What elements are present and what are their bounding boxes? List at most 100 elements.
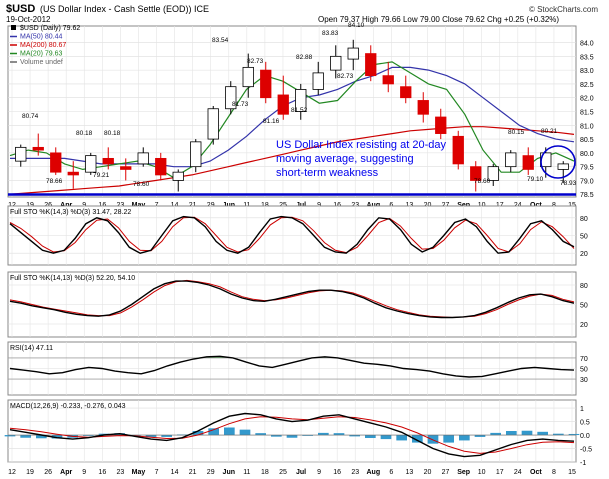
annotation-line: short-term weakness xyxy=(276,167,379,179)
price-y-tick-label: 79.0 xyxy=(580,178,594,185)
bottom-x-tick-label: 29 xyxy=(207,469,215,476)
macd-panel: -1 -0.5 0.0 0.5 1 MACD(12,26,9) -0.233, -0.27… xyxy=(4,399,592,467)
candle-body xyxy=(312,72,324,90)
bottom-date-axis: 12 19 26 Apr 9 16 23 May 7 14 21 29 Jun 11 18 25 Jul 9 16 2… xyxy=(8,469,576,476)
sto1-title: Full STO %K(14,3) %D(3) 31.47, 28.22 xyxy=(10,209,131,216)
candle-body xyxy=(452,135,464,165)
chart-date: 19-Oct-2012 xyxy=(6,15,51,24)
rsi-y-tick-label: 50 xyxy=(580,367,588,374)
macd-histogram-bar xyxy=(552,433,564,436)
bottom-x-tick-label: 17 xyxy=(496,469,504,476)
bottom-x-tick-label: 24 xyxy=(514,469,522,476)
bottom-x-tick-label: Sep xyxy=(457,469,470,476)
candle-body xyxy=(400,86,412,99)
macd-y-tick-label: 0.5 xyxy=(580,420,590,427)
macd-histogram-bar xyxy=(490,432,502,436)
candle-body xyxy=(417,100,429,115)
sto1-y-tick-label: 80 xyxy=(580,216,588,223)
price-y-tick-label: 83.0 xyxy=(580,68,594,75)
price-label: 81.16 xyxy=(263,118,280,125)
candle-body xyxy=(207,108,219,140)
highlight-circle xyxy=(540,145,576,179)
bottom-x-tick-label: Oct xyxy=(530,469,542,476)
macd-histogram-bar xyxy=(82,435,94,436)
bottom-x-tick-label: 9 xyxy=(317,469,321,476)
price-y-tick-label: 81.5 xyxy=(580,110,594,117)
bottom-x-tick-label: May xyxy=(132,469,146,476)
ma20-line xyxy=(9,61,575,179)
bottom-x-tick-label: 18 xyxy=(261,469,269,476)
bottom-x-tick-label: 16 xyxy=(98,469,106,476)
legend-marker-square xyxy=(11,25,16,30)
ma200-line xyxy=(9,126,575,195)
price-panel: 78.5 79.0 79.5 80.0 80.5 81.0 81.5 82.0 82.5 83.0… xyxy=(7,22,594,209)
bottom-x-tick-label: 6 xyxy=(389,469,393,476)
candle-body xyxy=(347,47,359,60)
macd-histogram-bar xyxy=(4,435,16,437)
macd-histogram-bar xyxy=(239,429,251,436)
sto1-y-tick-label: 20 xyxy=(580,251,588,258)
rsi-panel: 30 50 70 RSI(14) 47.11 xyxy=(7,341,588,396)
bottom-x-tick-label: 10 xyxy=(478,469,486,476)
price-label: 78.66 xyxy=(46,178,63,185)
annotation-line: US Dollar Index resisting at 20-day xyxy=(276,139,446,151)
price-y-tick-label: 80.5 xyxy=(580,137,594,144)
sto2-y-tick-label: 20 xyxy=(580,322,588,329)
price-y-tick-label: 82.0 xyxy=(580,96,594,103)
rsi-y-tick-label: 30 xyxy=(580,377,588,384)
candle-body xyxy=(172,171,184,181)
macd-histogram-bar xyxy=(317,432,329,436)
rsi-series-line xyxy=(9,355,575,378)
sto2-series-line xyxy=(9,280,575,319)
price-label: 84.10 xyxy=(348,22,365,29)
macd-histogram-bar xyxy=(51,435,63,439)
bottom-x-tick-label: Aug xyxy=(366,469,380,476)
bottom-x-tick-label: 16 xyxy=(333,469,341,476)
candle-body xyxy=(155,157,167,176)
price-y-tick-label: 80.0 xyxy=(580,151,594,158)
macd-histogram-bar xyxy=(364,435,376,439)
candle-body xyxy=(382,75,394,85)
candle-body xyxy=(260,69,272,99)
macd-histogram-bar xyxy=(568,433,580,436)
price-label: 83.83 xyxy=(322,30,339,37)
price-label: 80.18 xyxy=(104,130,121,137)
candle-body xyxy=(277,94,289,115)
price-label: 79.21 xyxy=(93,172,110,179)
macd-histogram-bar xyxy=(223,427,235,436)
bottom-x-tick-label: 27 xyxy=(442,469,450,476)
macd-histogram-bar xyxy=(192,431,204,436)
sto2-y-tick-label: 50 xyxy=(580,303,588,310)
price-label: 81.52 xyxy=(291,107,308,114)
bottom-x-tick-label: 25 xyxy=(279,469,287,476)
macd-histogram-bar xyxy=(458,435,470,441)
macd-histogram-bar xyxy=(443,435,455,443)
macd-line xyxy=(9,412,575,458)
candle-body xyxy=(242,66,254,88)
legend-entry: MA(50) 80.44 xyxy=(20,34,63,41)
bottom-x-tick-label: 8 xyxy=(552,469,556,476)
macd-histogram-bar xyxy=(474,435,486,437)
price-label: 78.60 xyxy=(474,178,491,185)
macd-frame xyxy=(7,399,577,463)
macd-histogram-bar xyxy=(396,435,408,441)
candle-body xyxy=(225,86,237,110)
candle-body xyxy=(120,166,132,170)
bottom-x-tick-label: 12 xyxy=(8,469,16,476)
candle-body xyxy=(487,166,499,181)
candle-body xyxy=(50,152,62,173)
price-y-tick-label: 81.0 xyxy=(580,123,594,130)
macd-y-tick-label: 0.0 xyxy=(580,433,590,440)
price-label: 80.74 xyxy=(22,113,39,120)
macd-histogram-bar xyxy=(333,433,345,436)
candle-body xyxy=(522,155,534,170)
macd-histogram-bar xyxy=(505,431,517,436)
bottom-x-tick-label: 20 xyxy=(424,469,432,476)
bottom-x-tick-label: 15 xyxy=(568,469,576,476)
candle-body xyxy=(190,141,202,168)
macd-histogram-bar xyxy=(20,435,32,438)
legend-entry: MA(200) 80.67 xyxy=(20,42,66,49)
macd-histogram-bar xyxy=(521,430,533,436)
annotation-line: moving average, suggesting xyxy=(276,153,414,165)
sto2-title: Full STO %K(14,13) %D(3) 52.20, 54.10 xyxy=(10,275,135,282)
